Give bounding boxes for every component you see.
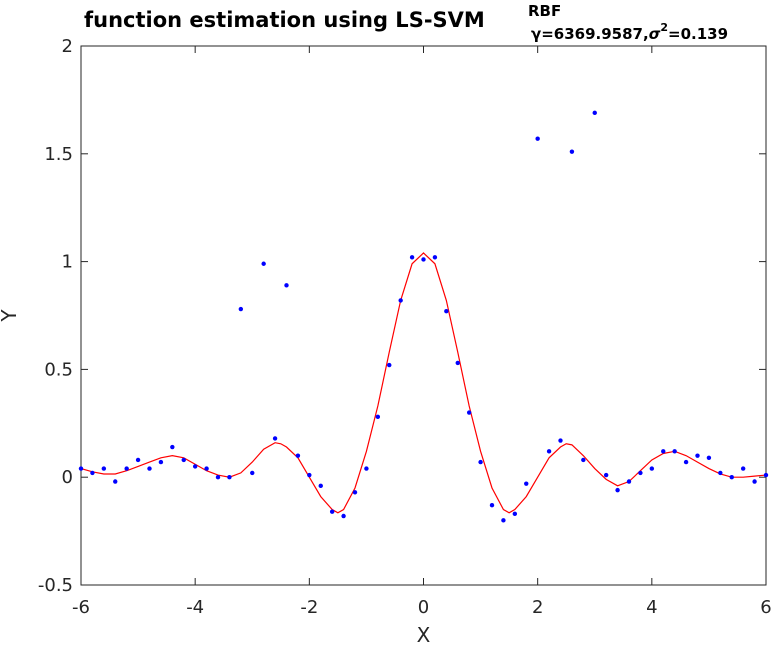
x-tick-label: -6 [72, 597, 90, 618]
data-point [706, 455, 712, 460]
y-tick-label: 1.5 [44, 144, 73, 165]
data-point [501, 518, 506, 523]
plot-area [80, 45, 767, 586]
data-point [649, 466, 655, 471]
x-tick-label: 0 [418, 597, 429, 618]
data-point [341, 513, 346, 519]
chart-title: function estimation using LS-SVM RBF γ=6… [84, 2, 728, 43]
data-point [421, 257, 426, 262]
data-point [272, 436, 278, 441]
y-tick-label: 2 [62, 36, 73, 57]
data-point [307, 472, 312, 478]
data-point [181, 457, 186, 463]
data-point [329, 509, 335, 514]
x-tick-label: -2 [300, 597, 318, 618]
data-point [295, 453, 301, 458]
estimate-curve [80, 252, 767, 514]
data-point [466, 410, 472, 415]
data-point [318, 483, 323, 489]
data-point [409, 255, 415, 260]
data-point [250, 470, 255, 476]
x-axis-label: X [417, 623, 431, 645]
data-point [375, 414, 381, 420]
data-point [238, 306, 244, 312]
data-point [227, 475, 232, 480]
data-point [261, 261, 266, 266]
title-sigma-value: =0.139 [668, 25, 728, 43]
x-tick-label: 2 [532, 597, 543, 618]
data-point [512, 511, 518, 517]
x-tick-label: 4 [646, 597, 657, 618]
data-point [752, 479, 757, 484]
data-point [158, 459, 164, 465]
data-point [638, 470, 643, 476]
data-point [387, 362, 392, 368]
data-point [581, 457, 586, 463]
data-point [592, 110, 597, 116]
data-point [546, 449, 552, 454]
data-point [718, 470, 723, 476]
x-tick-label: 6 [760, 597, 771, 618]
title-gamma: γ=6369.9587, [531, 25, 649, 43]
data-point [695, 453, 700, 458]
data-point [729, 475, 734, 480]
title-sigma: σ [649, 25, 661, 43]
data-point [683, 459, 689, 465]
data-point [661, 449, 666, 454]
data-point [204, 466, 209, 471]
x-tick-label: -4 [186, 597, 204, 618]
data-point [672, 449, 677, 454]
data-point [626, 479, 632, 484]
data-point [124, 466, 129, 471]
series-layer [78, 110, 769, 523]
data-point [432, 255, 438, 260]
data-point [170, 444, 175, 450]
data-point [135, 457, 141, 463]
data-point [603, 472, 609, 478]
data-point [147, 466, 152, 471]
data-point [398, 298, 403, 303]
title-sigma-exponent: 2 [660, 21, 668, 34]
data-point [455, 360, 460, 366]
y-tick-label: 1 [62, 252, 73, 273]
data-point [740, 466, 746, 471]
data-point [444, 308, 449, 314]
axis-tick-labels: -6 -4 -2 0 2 4 6 -0.5 0 0.5 1 1.5 2 [38, 36, 772, 618]
data-point [78, 466, 84, 471]
data-point [352, 490, 358, 495]
data-point [192, 464, 198, 469]
data-point [478, 459, 483, 465]
data-point [364, 466, 369, 471]
y-tick-label: 0.5 [44, 359, 73, 380]
title-main: function estimation using LS-SVM [84, 8, 485, 32]
y-tick-label: -0.5 [38, 575, 73, 596]
data-point [615, 487, 620, 493]
data-point [535, 136, 540, 141]
title-subscript-params: γ=6369.9587,σ2=0.139 [531, 21, 728, 43]
data-point [215, 475, 221, 480]
data-point [763, 472, 769, 478]
data-point [90, 470, 95, 476]
title-superscript: RBF [528, 2, 561, 20]
data-point [558, 438, 563, 443]
data-point [113, 479, 118, 484]
data-point [489, 503, 495, 508]
data-point [284, 283, 289, 288]
data-point [569, 149, 575, 154]
axis-ticks [80, 45, 767, 586]
y-tick-label: 0 [62, 467, 73, 488]
y-axis-label: Y [0, 309, 21, 323]
data-point [524, 481, 529, 486]
data-point [101, 466, 107, 471]
